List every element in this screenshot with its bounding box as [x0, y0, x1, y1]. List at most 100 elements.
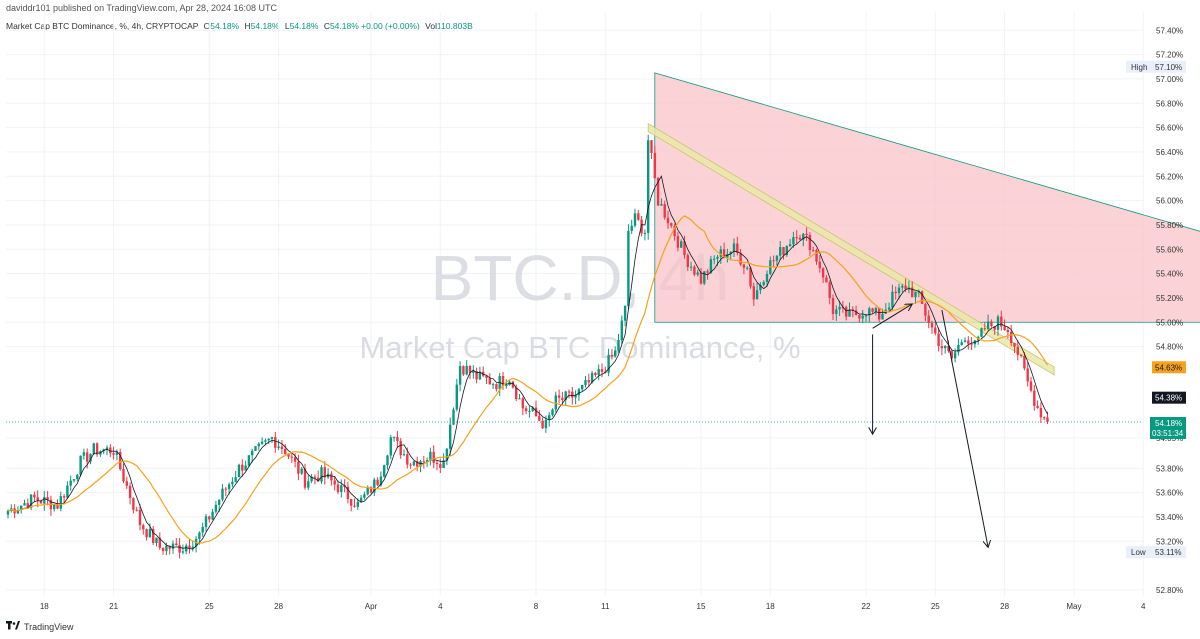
time-tick-label: May — [1066, 602, 1081, 611]
candle-body — [435, 462, 439, 465]
price-tick-label: 52.80% — [1156, 586, 1183, 595]
candle-body — [290, 456, 293, 458]
current-price-text: 54.18% — [1155, 419, 1182, 428]
candle-body — [581, 384, 584, 390]
candle-body — [148, 528, 152, 538]
candle-body — [878, 307, 881, 320]
candle-body — [887, 307, 891, 310]
price-axis[interactable]: 52.80%53.20%53.40%53.60%53.80%54.05%54.8… — [1126, 26, 1186, 595]
candle-body — [396, 437, 399, 441]
candle-body — [191, 546, 194, 549]
candle-body — [323, 467, 326, 478]
candle-body — [1006, 329, 1010, 333]
candle-body — [399, 440, 402, 456]
candle-body — [119, 452, 122, 470]
last-close-text: 54.38% — [1155, 394, 1182, 403]
candle-body — [227, 484, 231, 490]
candle-body — [607, 354, 610, 373]
candle-body — [996, 316, 1000, 330]
candle-body — [241, 464, 244, 471]
close-label: C — [323, 21, 330, 31]
candle-body — [472, 371, 475, 373]
candle-body — [953, 352, 957, 359]
candle-body — [617, 340, 620, 351]
volume-value: 110.803B — [436, 21, 473, 31]
candle-body — [861, 315, 864, 319]
time-tick-label: 28 — [274, 602, 283, 611]
time-axis[interactable]: 18 21 25 28 Apr 4 8 11 15 18 22 25 28 May 4 — [40, 602, 1146, 611]
candle-body — [940, 345, 944, 349]
candle-body — [455, 384, 458, 410]
candle-body — [1029, 381, 1033, 391]
candle-body — [986, 321, 990, 330]
candle-body — [356, 501, 359, 507]
candle-body — [376, 479, 379, 486]
candle-body — [693, 266, 696, 275]
candle-body — [287, 454, 290, 457]
low-value: 53.11% — [1155, 548, 1182, 557]
candle-body — [831, 298, 835, 315]
watermark-name: Market Cap BTC Dominance, % — [359, 330, 800, 365]
candle-body — [775, 255, 779, 261]
symbol-name: Market Cap BTC Dominance, %, 4h, CRYPTOC… — [6, 21, 199, 31]
candle-body — [755, 290, 759, 300]
candle-body — [300, 468, 303, 474]
candle-body — [1016, 346, 1019, 355]
candle-body — [46, 497, 49, 500]
candle-body — [858, 315, 861, 319]
candle-body — [548, 415, 551, 420]
candle-body — [43, 497, 46, 504]
candle-body — [188, 545, 191, 549]
candle-body — [785, 246, 788, 256]
candle-body — [214, 504, 218, 512]
candle-body — [571, 391, 574, 398]
candle-body — [274, 437, 277, 448]
candle-body — [317, 477, 320, 482]
candle-body — [726, 253, 729, 258]
candle-body — [23, 503, 26, 506]
candle-body — [175, 543, 178, 546]
candle-body — [554, 395, 557, 410]
candle-body — [983, 328, 986, 330]
candle-body — [574, 395, 577, 398]
candle-body — [6, 510, 10, 515]
candle-body — [653, 152, 656, 178]
candle-body — [369, 487, 373, 493]
candle-body — [198, 532, 201, 539]
candle-body — [749, 267, 752, 287]
candle-body — [132, 498, 135, 510]
candle-body — [69, 480, 72, 486]
candle-body — [805, 233, 808, 235]
candle-body — [105, 447, 109, 450]
candle-body — [845, 307, 848, 317]
current-price-badge — [1150, 417, 1186, 440]
candle-body — [234, 477, 237, 482]
candle-body — [772, 260, 775, 262]
candle-body — [597, 369, 600, 376]
candle-body — [627, 230, 630, 306]
candle-body — [874, 307, 878, 312]
candle-body — [521, 398, 524, 409]
candle-body — [683, 241, 686, 256]
candle-body — [468, 365, 472, 373]
candle-body — [138, 509, 142, 526]
projection-arrow — [941, 309, 988, 547]
candle-body — [914, 291, 917, 298]
candle-body — [125, 481, 128, 486]
tradingview-logo-icon — [6, 621, 20, 632]
candle-body — [1043, 417, 1046, 419]
candle-body — [792, 237, 795, 245]
candle-body — [590, 372, 594, 383]
candle-body — [716, 256, 719, 259]
candle-body — [429, 451, 432, 461]
candle-body — [442, 460, 445, 468]
candle-body — [29, 494, 33, 508]
candle-body — [524, 408, 528, 412]
candle-body — [1039, 407, 1043, 418]
candle-body — [930, 323, 934, 328]
candle-body — [224, 488, 227, 490]
candle-body — [76, 474, 79, 480]
candle-body — [838, 306, 841, 310]
candle-body — [637, 213, 640, 220]
